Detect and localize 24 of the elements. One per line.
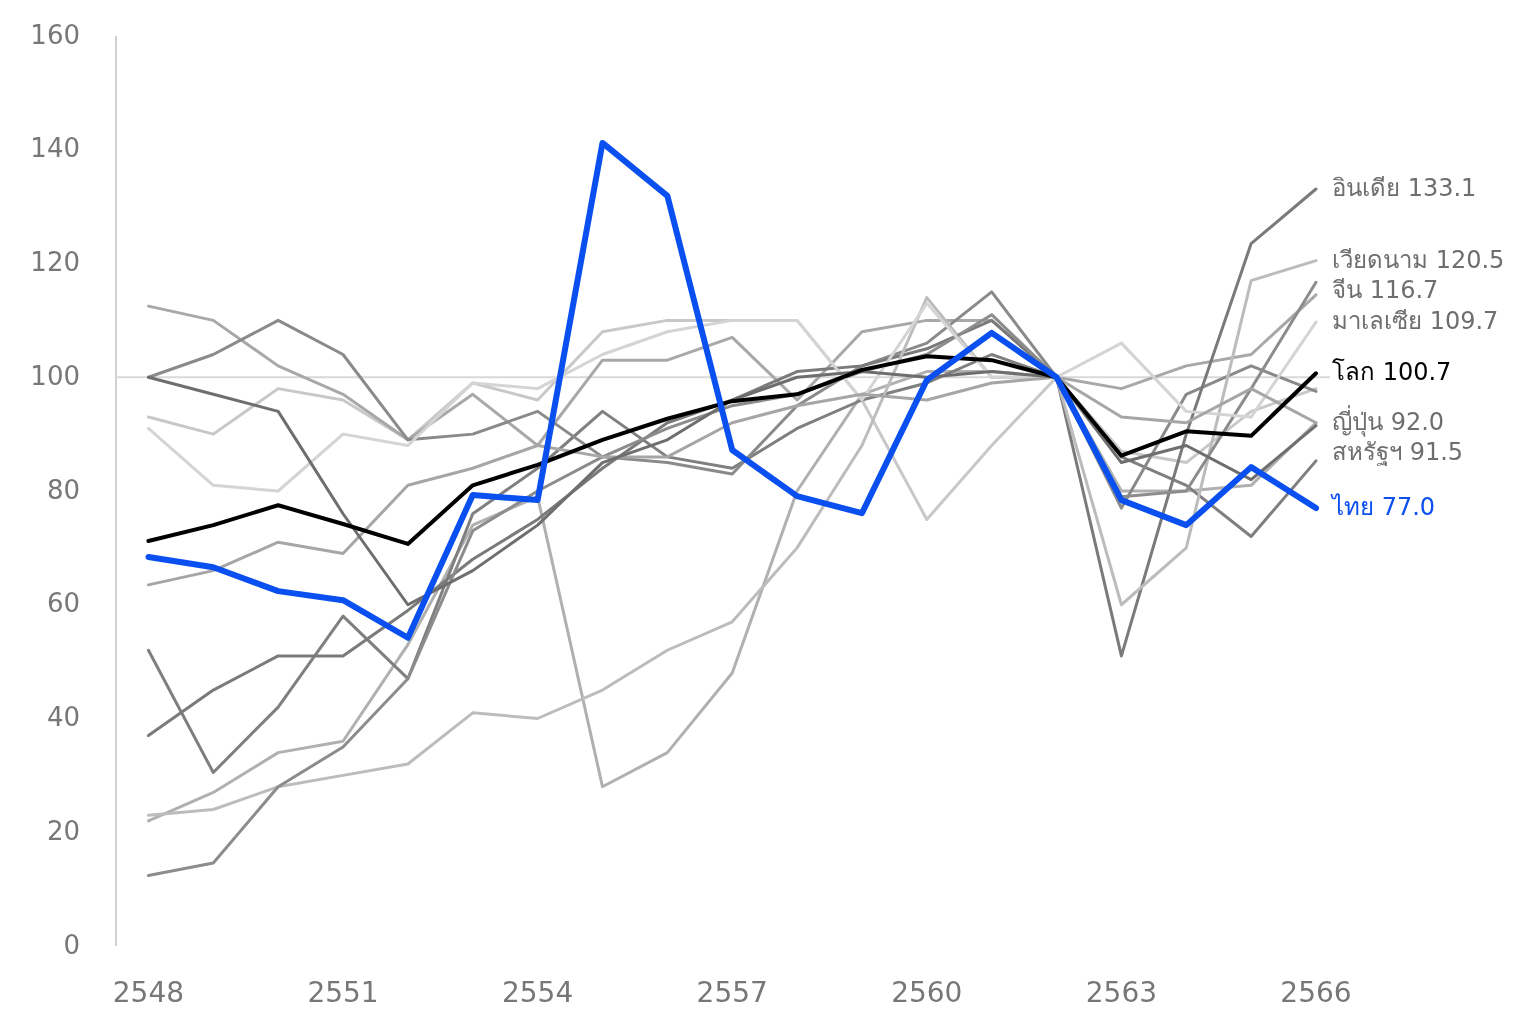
- y-tick-label: 40: [46, 702, 80, 732]
- text: ไทย 77.0: [1332, 493, 1436, 522]
- y-tick-label: 100: [30, 360, 80, 391]
- y-tick-label: 80: [46, 474, 80, 505]
- text: อินเดีย 133.1: [1332, 173, 1477, 202]
- text: เวียดนาม 120.5: [1332, 245, 1505, 274]
- x-tick-label: 2557: [696, 976, 768, 1009]
- y-tick-label: 20: [46, 815, 80, 846]
- x-tick-label: 2551: [307, 976, 379, 1009]
- y-tick-label: 160: [30, 19, 80, 50]
- x-tick-label: 2563: [1085, 976, 1158, 1009]
- text: โลก 100.7: [1332, 358, 1452, 387]
- text: จีน 116.7: [1332, 275, 1439, 304]
- text: มาเลเซีย 109.7: [1332, 307, 1499, 336]
- x-tick-label: 2548: [112, 976, 185, 1009]
- text: สหรัฐฯ 91.5: [1332, 437, 1464, 466]
- x-tick-label: 2554: [501, 976, 574, 1009]
- y-tick-label: 120: [30, 247, 80, 277]
- x-tick-label: 2566: [1280, 976, 1352, 1009]
- text: ญี่ปุ่น 92.0: [1332, 407, 1445, 436]
- y-tick-label: 140: [30, 133, 80, 164]
- x-tick-label: 2560: [891, 976, 963, 1009]
- y-tick-label: 60: [46, 588, 80, 619]
- y-tick-label: 0: [63, 929, 80, 960]
